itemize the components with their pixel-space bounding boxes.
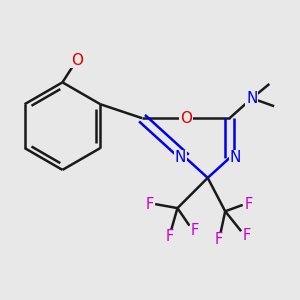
Text: N: N	[175, 151, 186, 166]
Text: F: F	[165, 229, 174, 244]
Text: F: F	[243, 228, 251, 243]
Text: F: F	[215, 232, 223, 247]
Text: O: O	[180, 111, 192, 126]
Text: N: N	[246, 91, 257, 106]
Text: O: O	[71, 52, 83, 68]
Text: F: F	[244, 197, 252, 212]
Text: F: F	[191, 223, 199, 238]
Text: N: N	[230, 151, 241, 166]
Text: F: F	[146, 196, 154, 211]
